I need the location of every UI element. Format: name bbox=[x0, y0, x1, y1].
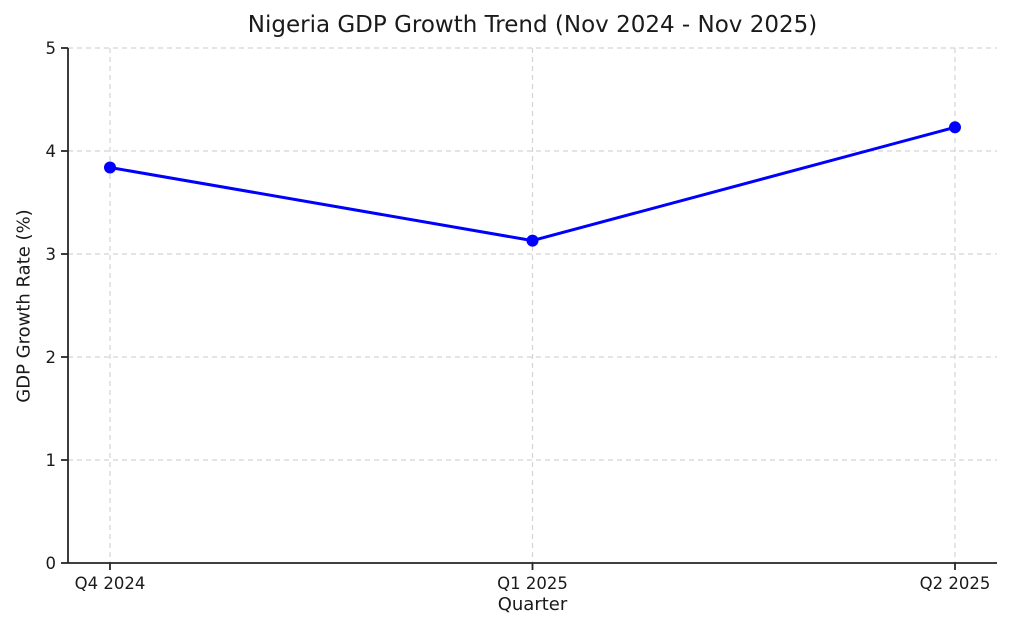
chart-title: Nigeria GDP Growth Trend (Nov 2024 - Nov… bbox=[247, 12, 818, 38]
data-point bbox=[949, 121, 961, 134]
x-tick-label: Q4 2024 bbox=[75, 574, 146, 593]
x-axis-label: Quarter bbox=[497, 594, 568, 615]
data-point bbox=[104, 161, 116, 174]
y-tick-label: 3 bbox=[46, 245, 57, 264]
y-tick-label: 1 bbox=[46, 451, 57, 470]
y-tick-label: 0 bbox=[46, 554, 57, 573]
y-tick-label: 4 bbox=[46, 142, 57, 161]
data-point bbox=[526, 234, 539, 247]
y-tick-label: 2 bbox=[46, 348, 57, 367]
y-tick-label: 5 bbox=[46, 39, 57, 58]
x-tick-label: Q1 2025 bbox=[497, 574, 568, 593]
x-tick-label: Q2 2025 bbox=[920, 574, 991, 593]
y-axis-label: GDP Growth Rate (%) bbox=[13, 209, 35, 403]
